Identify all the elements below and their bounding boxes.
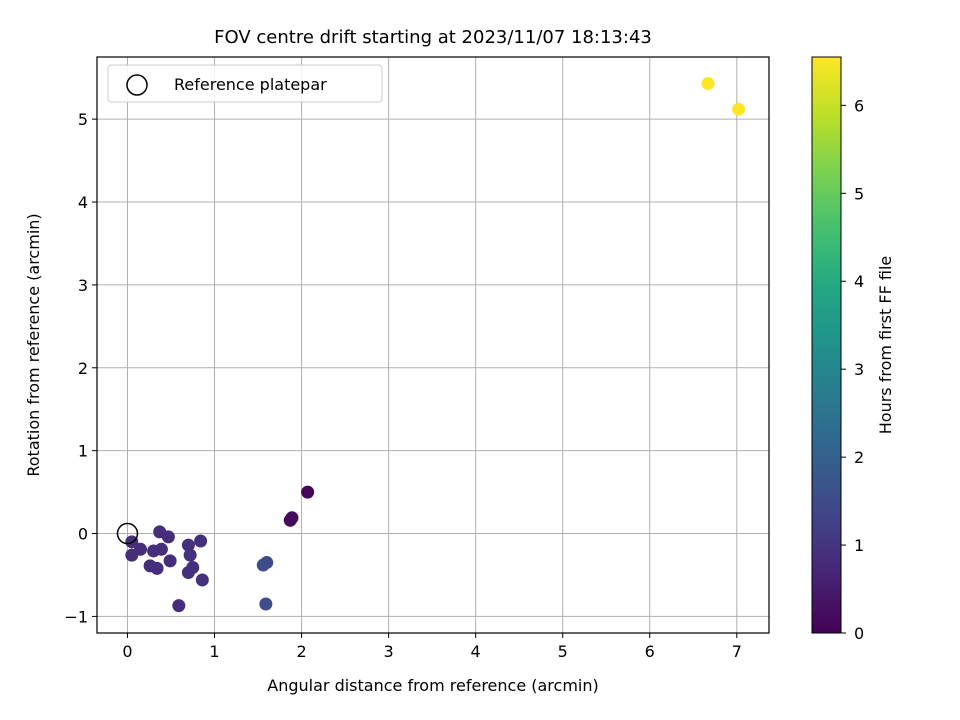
data-point bbox=[134, 542, 148, 556]
data-point bbox=[260, 556, 274, 570]
x-tick-label: 7 bbox=[732, 642, 742, 661]
data-point bbox=[186, 561, 200, 575]
legend: Reference platepar bbox=[107, 64, 383, 103]
data-point bbox=[301, 485, 315, 499]
y-axis-ticks: −1 0 1 2 3 4 5 bbox=[64, 110, 97, 626]
x-axis-label: Angular distance from reference (arcmin) bbox=[267, 676, 598, 695]
data-point bbox=[172, 599, 186, 613]
x-tick-label: 5 bbox=[558, 642, 568, 661]
data-points bbox=[116, 77, 746, 613]
data-point bbox=[285, 511, 299, 525]
data-point bbox=[259, 597, 273, 611]
x-tick-label: 2 bbox=[296, 642, 306, 661]
colorbar-tick-label: 0 bbox=[854, 624, 864, 643]
colorbar-tick-label: 4 bbox=[854, 272, 864, 291]
y-tick-label: 1 bbox=[78, 442, 88, 461]
y-tick-label: 5 bbox=[78, 110, 88, 129]
chart-title: FOV centre drift starting at 2023/11/07 … bbox=[214, 27, 652, 48]
data-point bbox=[163, 554, 177, 568]
colorbar-label: Hours from first FF file bbox=[876, 256, 895, 435]
y-tick-label: 3 bbox=[78, 276, 88, 295]
x-tick-label: 0 bbox=[122, 642, 132, 661]
colorbar-tick-label: 5 bbox=[854, 184, 864, 203]
y-tick-label: 2 bbox=[78, 359, 88, 378]
data-point bbox=[195, 573, 209, 587]
colorbar-tick-label: 6 bbox=[854, 96, 864, 115]
data-point bbox=[194, 534, 208, 548]
y-tick-label: 4 bbox=[78, 193, 88, 212]
data-point bbox=[150, 561, 164, 575]
data-point bbox=[183, 548, 197, 562]
colorbar: 0 1 2 3 4 5 6 Hours from first FF file bbox=[811, 56, 895, 643]
legend-marker-icon bbox=[126, 74, 148, 96]
x-tick-label: 3 bbox=[384, 642, 394, 661]
data-point bbox=[154, 542, 168, 556]
x-tick-label: 1 bbox=[209, 642, 219, 661]
x-axis-ticks: 0 1 2 3 4 5 6 7 bbox=[122, 633, 742, 661]
colorbar-ticks: 0 1 2 3 4 5 6 bbox=[841, 96, 864, 643]
x-tick-label: 4 bbox=[471, 642, 481, 661]
colorbar-gradient bbox=[811, 56, 842, 634]
grid-lines bbox=[97, 57, 769, 633]
data-point bbox=[161, 530, 175, 544]
x-tick-label: 6 bbox=[645, 642, 655, 661]
data-point bbox=[732, 102, 746, 116]
data-point bbox=[181, 538, 195, 552]
y-tick-label: −1 bbox=[64, 607, 88, 626]
legend-entry-reference: Reference platepar bbox=[174, 75, 327, 94]
reference-platepar-marker bbox=[116, 522, 139, 545]
colorbar-tick-label: 1 bbox=[854, 536, 864, 555]
y-tick-label: 0 bbox=[78, 525, 88, 544]
plot-frame bbox=[96, 56, 770, 634]
y-axis-label: Rotation from reference (arcmin) bbox=[24, 213, 43, 476]
colorbar-tick-label: 3 bbox=[854, 360, 864, 379]
colorbar-tick-label: 2 bbox=[854, 448, 864, 467]
legend-box bbox=[107, 64, 383, 103]
data-point bbox=[701, 77, 715, 91]
